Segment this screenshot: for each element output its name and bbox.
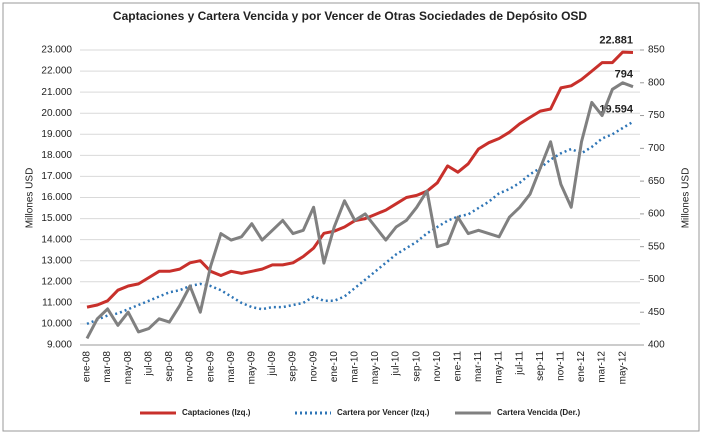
- legend-label: Cartera Vencida (Der.): [497, 408, 580, 417]
- series-line: [85, 81, 634, 340]
- x-tick-label: may-12: [617, 351, 628, 385]
- y-tick-label: 20.000: [41, 108, 72, 119]
- x-tick-label: mar-12: [597, 351, 608, 383]
- legend-label: Cartera por Vencer (Izq.): [337, 408, 430, 417]
- x-tick-label: nov-09: [308, 351, 319, 382]
- series-line: [86, 50, 634, 309]
- data-label: 22.881: [599, 34, 633, 46]
- x-tick-label: jul-11: [514, 351, 525, 376]
- x-tick-label: mar-11: [473, 351, 484, 382]
- x-tick-label: jul-09: [267, 351, 278, 377]
- y-tick-label: 18.000: [41, 150, 72, 161]
- y-tick-label: 10.000: [41, 319, 72, 330]
- legend-label: Captaciones (Izq.): [182, 408, 251, 417]
- y-axis-label: Millones USD: [25, 168, 36, 229]
- x-tick-label: may-09: [246, 351, 257, 385]
- x-tick-label: may-11: [494, 351, 505, 384]
- x-tick-label: jul-08: [143, 351, 154, 377]
- data-label: 794: [615, 69, 634, 81]
- y2-tick-label: 450: [648, 307, 665, 318]
- x-tick-label: mar-09: [226, 351, 237, 383]
- x-tick-label: ene-10: [329, 351, 340, 383]
- y2-tick-label: 850: [648, 45, 665, 56]
- x-tick-label: mar-10: [349, 351, 360, 383]
- x-tick-label: may-10: [370, 351, 381, 385]
- y-tick-label: 9.000: [47, 340, 72, 351]
- x-tick-label: sep-10: [411, 351, 422, 382]
- x-tick-label: sep-11: [535, 351, 546, 381]
- y2-tick-label: 400: [648, 340, 665, 351]
- y-tick-label: 19.000: [41, 129, 72, 140]
- y2-tick-label: 500: [648, 274, 665, 285]
- y-tick-label: 12.000: [41, 276, 72, 287]
- y2-tick-label: 750: [648, 110, 665, 121]
- y2-tick-label: 800: [648, 77, 665, 88]
- x-tick-label: ene-09: [205, 351, 216, 383]
- y-tick-label: 14.000: [41, 234, 72, 245]
- y-tick-label: 15.000: [41, 213, 72, 224]
- x-tick-label: mar-08: [102, 351, 113, 383]
- x-tick-label: sep-09: [288, 351, 299, 382]
- y2-tick-label: 650: [648, 176, 665, 187]
- x-tick-label: nov-11: [556, 351, 567, 381]
- y2-tick-label: 600: [648, 209, 665, 220]
- x-tick-label: sep-08: [164, 351, 175, 382]
- x-tick-label: ene-08: [82, 351, 93, 383]
- y-tick-label: 21.000: [41, 87, 72, 98]
- y2-tick-label: 700: [648, 143, 665, 154]
- series-line: [86, 120, 634, 326]
- x-tick-label: ene-11: [453, 351, 464, 382]
- x-tick-label: nov-10: [432, 351, 443, 382]
- y-tick-label: 11.000: [42, 297, 72, 308]
- y-tick-label: 17.000: [41, 171, 72, 182]
- data-label: 19.594: [599, 104, 634, 116]
- x-tick-label: jul-10: [391, 351, 402, 377]
- chart-title: Captaciones y Cartera Vencida y por Venc…: [113, 9, 588, 23]
- y-tick-label: 23.000: [41, 45, 72, 56]
- x-tick-label: nov-08: [185, 351, 196, 382]
- y-tick-label: 22.000: [41, 66, 72, 77]
- y-tick-label: 16.000: [41, 192, 72, 203]
- y2-tick-label: 550: [648, 241, 665, 252]
- x-tick-label: ene-12: [576, 351, 587, 383]
- y2-axis-label: Millones USD: [681, 168, 692, 229]
- x-tick-label: may-08: [123, 351, 134, 385]
- y-tick-label: 13.000: [41, 255, 72, 266]
